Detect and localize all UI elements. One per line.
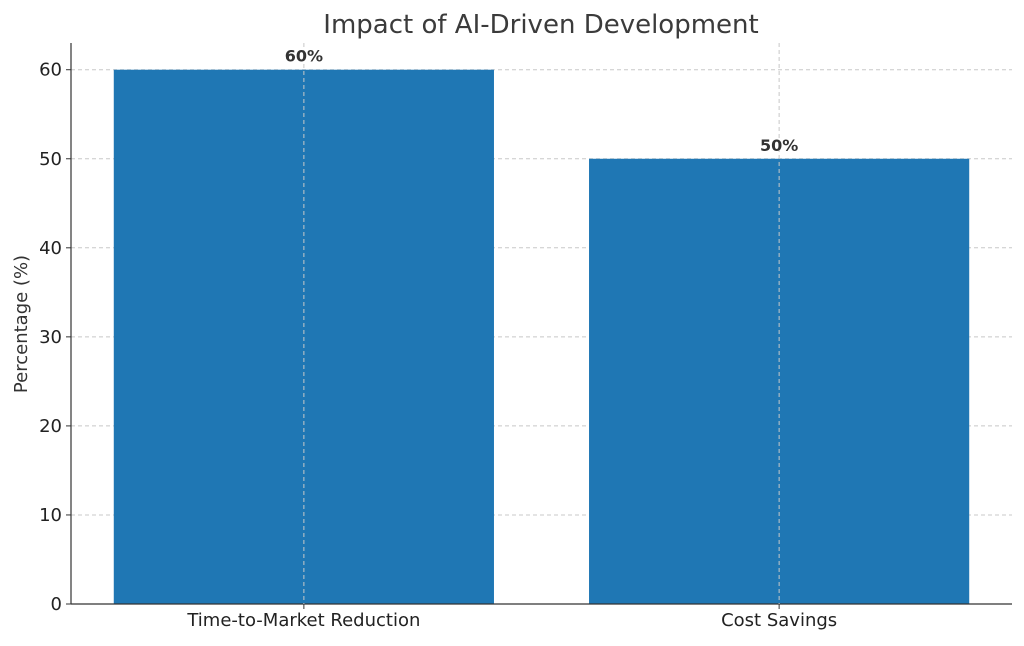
tick-labels: 0 10 20 30 40 50 60 Time-to-Market Reduction Cos… bbox=[39, 60, 837, 631]
x-tick-label: Cost Savings bbox=[721, 610, 837, 631]
bar-data-label: 60% bbox=[285, 47, 323, 66]
y-tick-label: 40 bbox=[39, 238, 62, 259]
axes bbox=[66, 43, 1012, 609]
y-axis-label: Percentage (%) bbox=[11, 255, 32, 393]
y-tick-label: 10 bbox=[39, 505, 62, 526]
y-tick-label: 30 bbox=[39, 327, 62, 348]
y-tick-label: 0 bbox=[51, 594, 62, 615]
bar-data-label: 50% bbox=[760, 136, 798, 155]
y-tick-label: 60 bbox=[39, 60, 62, 81]
x-tick-label: Time-to-Market Reduction bbox=[186, 610, 420, 631]
chart-title: Impact of AI-Driven Development bbox=[323, 10, 758, 40]
y-tick-label: 50 bbox=[39, 149, 62, 170]
data-labels: 60% 50% bbox=[285, 43, 798, 604]
y-tick-label: 20 bbox=[39, 416, 62, 437]
